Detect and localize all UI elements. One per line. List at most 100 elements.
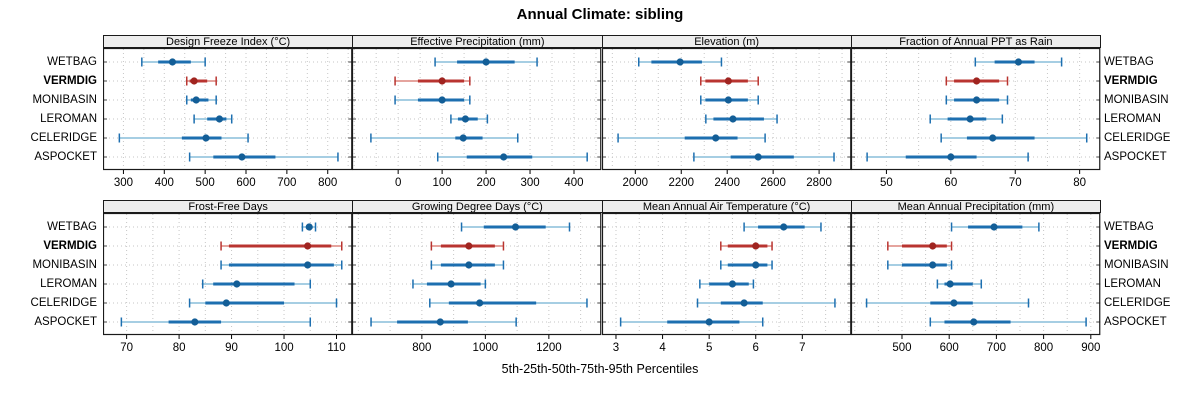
site-label-leroman: LEROMAN: [40, 278, 97, 290]
x-tick-label: 1000: [473, 342, 499, 354]
percentile-series-monibasin: [945, 95, 1009, 105]
site-label-monibasin: MONIBASIN: [32, 259, 97, 271]
site-label-aspocket: ASPOCKET: [34, 316, 97, 328]
median-dot: [238, 153, 246, 161]
x-axis-label: 5th-25th-50th-75th-95th Percentiles: [501, 362, 699, 376]
x-tick-label: 400: [155, 177, 174, 189]
median-dot: [459, 134, 468, 142]
x-tick-label: 3: [612, 342, 618, 354]
percentile-series-leroman: [929, 114, 1003, 124]
x-tick-label: 400: [565, 177, 584, 189]
median-dot: [512, 223, 520, 231]
x-tick-label: 500: [892, 342, 911, 354]
site-label-vermdig: VERMDIG: [43, 75, 97, 87]
x-tick-label: 80: [1073, 177, 1086, 189]
percentile-series-vermdig: [699, 76, 759, 86]
median-dot: [969, 318, 978, 326]
percentile-series-celeridge: [940, 133, 1088, 143]
median-dot: [724, 96, 732, 104]
percentile-series-celeridge: [118, 133, 249, 143]
median-dot: [192, 96, 200, 104]
median-dot: [438, 77, 446, 85]
median-dot: [966, 115, 974, 123]
percentile-series-wetbag: [950, 222, 1040, 232]
site-label-vermdig: VERMDIG: [1104, 240, 1158, 252]
site-label-leroman: LEROMAN: [1104, 278, 1161, 290]
percentile-series-aspocket: [437, 152, 589, 162]
site-label-wetbag: WETBAG: [47, 56, 97, 68]
x-tick-label: 80: [173, 342, 186, 354]
x-tick-label: 600: [236, 177, 255, 189]
median-dot: [705, 318, 713, 326]
x-tick-label: 70: [120, 342, 133, 354]
median-dot: [202, 134, 210, 142]
x-tick-label: 60: [944, 177, 957, 189]
x-tick-label: 600: [939, 342, 958, 354]
median-dot: [305, 223, 313, 231]
x-tick-label: 2000: [622, 177, 648, 189]
percentile-series-aspocket: [188, 152, 339, 162]
x-tick-label: 100: [274, 342, 293, 354]
median-dot: [946, 280, 954, 288]
x-tick-label: 4: [659, 342, 666, 354]
x-tick-label: 90: [225, 342, 238, 354]
median-dot: [928, 242, 937, 250]
percentile-series-monibasin: [220, 260, 343, 270]
percentile-series-celeridge: [370, 133, 519, 143]
percentile-series-leroman: [698, 279, 754, 289]
percentile-series-celeridge: [865, 298, 1029, 308]
percentile-series-aspocket: [619, 317, 763, 327]
x-tick-label: 900: [1081, 342, 1100, 354]
percentile-series-celeridge: [188, 298, 338, 308]
percentile-series-vermdig: [719, 241, 773, 251]
percentile-series-leroman: [412, 279, 487, 289]
median-dot: [304, 242, 312, 250]
percentile-series-aspocket: [866, 152, 1029, 162]
site-label-leroman: LEROMAN: [40, 113, 97, 125]
site-label-wetbag: WETBAG: [1104, 56, 1154, 68]
x-tick-label: 800: [413, 342, 432, 354]
percentile-series-monibasin: [699, 95, 759, 105]
median-dot: [222, 299, 230, 307]
site-label-aspocket: ASPOCKET: [34, 151, 97, 163]
percentile-series-wetbag: [637, 57, 722, 67]
median-dot: [972, 96, 980, 104]
x-tick-label: 800: [318, 177, 337, 189]
panel-strip: Fraction of Annual PPT as Rain: [850, 35, 1101, 48]
median-dot: [724, 77, 732, 85]
median-dot: [779, 223, 787, 231]
percentile-series-monibasin: [886, 260, 953, 270]
panel-plot: 500 600 700 800 900: [850, 213, 1100, 354]
x-tick-label: 7: [799, 342, 805, 354]
percentile-series-monibasin: [394, 95, 471, 105]
site-label-monibasin: MONIBASIN: [32, 94, 97, 106]
site-label-monibasin: MONIBASIN: [1104, 94, 1169, 106]
panel-plot: 0 100 200 300 400: [352, 48, 602, 189]
x-tick-label: 100: [433, 177, 452, 189]
site-label-leroman: LEROMAN: [1104, 113, 1161, 125]
percentile-series-celeridge: [696, 298, 836, 308]
percentile-series-wetbag: [974, 57, 1063, 67]
median-dot: [191, 318, 199, 326]
median-dot: [728, 280, 736, 288]
median-dot: [233, 280, 241, 288]
median-dot: [465, 261, 473, 269]
site-label-aspocket: ASPOCKET: [1104, 151, 1167, 163]
median-dot: [751, 261, 759, 269]
site-label-wetbag: WETBAG: [1104, 221, 1154, 233]
percentile-series-aspocket: [929, 317, 1087, 327]
median-dot: [711, 134, 719, 142]
percentile-series-celeridge: [616, 133, 766, 143]
percentile-series-wetbag: [742, 222, 822, 232]
percentile-series-vermdig: [186, 76, 217, 86]
panel-plot: 50 60 70 80: [850, 48, 1101, 189]
panel-strip: Growing Degree Days (°C): [352, 200, 603, 213]
x-tick-label: 110: [327, 342, 345, 354]
x-tick-label: 700: [277, 177, 296, 189]
site-label-monibasin: MONIBASIN: [1104, 259, 1169, 271]
percentile-series-monibasin: [186, 95, 217, 105]
percentile-series-vermdig: [394, 76, 471, 86]
percentile-series-vermdig: [220, 241, 343, 251]
percentile-series-leroman: [936, 279, 982, 289]
